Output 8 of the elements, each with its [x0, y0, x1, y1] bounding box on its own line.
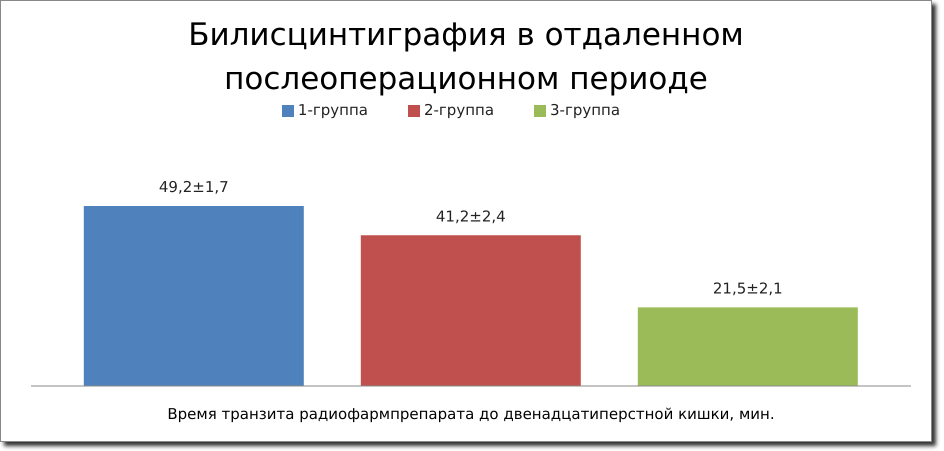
chart-title: Билисцинтиграфия в отдаленном послеоперационном периоде [187, 16, 745, 99]
data-label: 21,5±2,1 [712, 279, 783, 298]
data-label: 41,2±2,4 [436, 207, 506, 226]
legend-label: 3-группа [550, 101, 620, 119]
data-label: 49,2±1,7 [158, 178, 229, 196]
x-axis-title: Время транзита радиофармпрепарата до двенадцатиперстной кишки, мин. [167, 405, 775, 423]
legend-label: 2-группа [424, 101, 494, 119]
legend-label: 1-группа [298, 101, 368, 119]
